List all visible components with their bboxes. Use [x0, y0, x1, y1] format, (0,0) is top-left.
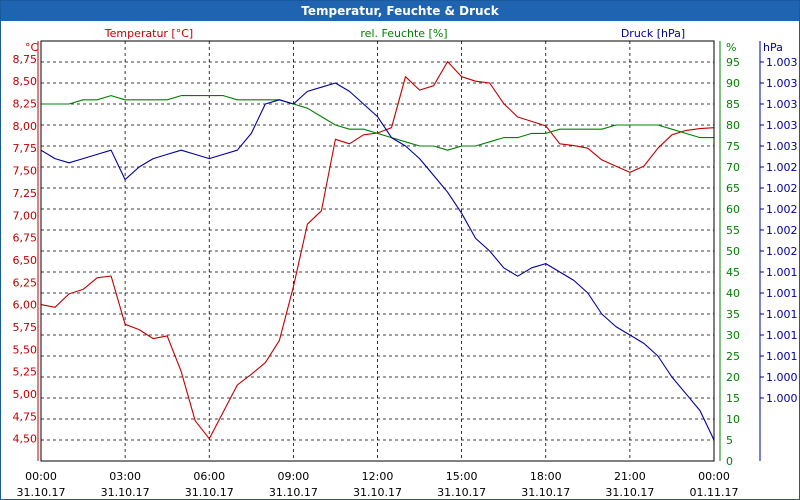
humidity-tick-label: 80: [726, 119, 740, 132]
pressure-tick-label: 1.001: [766, 308, 798, 321]
pressure-tick-label: 1.002: [766, 245, 798, 258]
pressure-tick-label: 1.003: [766, 119, 798, 132]
humidity-tick-label: 90: [726, 77, 740, 90]
pressure-tick-label: 1.003: [766, 77, 798, 90]
pressure-tick-label: 1.001: [766, 266, 798, 279]
pressure-tick-label: 1.000: [766, 392, 798, 405]
pressure-unit: hPa: [763, 41, 783, 54]
temperature-tick-label: 8,00: [13, 120, 38, 133]
x-tick-label-time: 09:00: [278, 470, 310, 483]
temperature-tick-label: 6,00: [13, 299, 38, 312]
temperature-tick-label: 8,25: [13, 98, 38, 111]
temperature-tick-label: 7,50: [13, 165, 38, 178]
pressure-tick-label: 1.003: [766, 98, 798, 111]
plot-frame: [40, 40, 715, 462]
x-tick-label-date: 31.10.17: [353, 486, 402, 499]
temperature-tick-label: 5,25: [13, 366, 38, 379]
humidity-tick-label: 45: [726, 266, 740, 279]
humidity-tick-label: 50: [726, 245, 740, 258]
x-tick-label-time: 06:00: [193, 470, 225, 483]
humidity-unit: %: [726, 41, 736, 54]
pressure-tick-label: 1.002: [766, 161, 798, 174]
pressure-tick-label: 1.002: [766, 224, 798, 237]
humidity-tick-label: 75: [726, 140, 740, 153]
x-tick-label-date: 31.10.17: [437, 486, 486, 499]
temperature-tick-label: 7,00: [13, 209, 38, 222]
temperature-tick-label: 7,75: [13, 142, 38, 155]
temperature-tick-label: 8,75: [13, 53, 38, 66]
humidity-tick-label: 5: [726, 434, 733, 447]
pressure-tick-label: 1.001: [766, 350, 798, 363]
humidity-tick-label: 0: [726, 455, 733, 468]
x-tick-label-time: 18:00: [530, 470, 562, 483]
temperature-tick-label: 8,50: [13, 75, 38, 88]
pressure-tick-label: 1.001: [766, 329, 798, 342]
temperature-tick-label: 5,50: [13, 343, 38, 356]
pressure-tick-label: 1.001: [766, 287, 798, 300]
x-tick-label-time: 21:00: [614, 470, 646, 483]
x-tick-label-date: 31.10.17: [17, 486, 66, 499]
x-tick-label-time: 00:00: [25, 470, 57, 483]
temperature-tick-label: 6,50: [13, 254, 38, 267]
x-tick-label-time: 03:00: [109, 470, 141, 483]
temperature-tick-label: 7,25: [13, 187, 38, 200]
window-title: Temperatur, Feuchte & Druck: [1, 1, 799, 21]
humidity-tick-label: 20: [726, 371, 740, 384]
humidity-tick-label: 85: [726, 98, 740, 111]
x-tick-label-date: 31.10.17: [185, 486, 234, 499]
humidity-tick-label: 35: [726, 308, 740, 321]
x-tick-label-date: 31.10.17: [101, 486, 150, 499]
pressure-tick-label: 1.003: [766, 56, 798, 69]
pressure-tick-label: 1.003: [766, 140, 798, 153]
humidity-tick-label: 25: [726, 350, 740, 363]
temperature-tick-label: 5,75: [13, 321, 38, 334]
humidity-tick-label: 65: [726, 182, 740, 195]
x-tick-label-time: 00:00: [698, 470, 730, 483]
x-tick-label-time: 15:00: [446, 470, 478, 483]
temperature-tick-label: 4,50: [13, 433, 38, 446]
temperature-unit: °C: [25, 41, 39, 54]
x-tick-label-date: 31.10.17: [521, 486, 570, 499]
chart-canvas: 00:00 31.10.17 03:00 31.10.17 06:00 31.10.17 0…: [13, 27, 798, 499]
grid: [41, 41, 714, 461]
x-tick-label-time: 12:00: [362, 470, 394, 483]
pressure-axis-label: Druck [hPa]: [621, 27, 685, 40]
pressure-tick-label: 1.002: [766, 182, 798, 195]
humidity-series-line: [41, 95, 714, 151]
pressure-tick-label: 1.000: [766, 371, 798, 384]
temperature-tick-label: 6,75: [13, 232, 38, 245]
x-tick-label-date: 01.11.17: [690, 486, 739, 499]
humidity-tick-label: 55: [726, 224, 740, 237]
humidity-axis-label: rel. Feuchte [%]: [360, 27, 447, 40]
x-tick-label-date: 31.10.17: [269, 486, 318, 499]
humidity-tick-label: 10: [726, 413, 740, 426]
pressure-tick-label: 1.002: [766, 203, 798, 216]
humidity-tick-label: 95: [726, 56, 740, 69]
humidity-tick-label: 30: [726, 329, 740, 342]
humidity-tick-label: 40: [726, 287, 740, 300]
humidity-tick-label: 60: [726, 203, 740, 216]
humidity-tick-label: 15: [726, 392, 740, 405]
series-layer: [40, 61, 715, 441]
humidity-tick-label: 70: [726, 161, 740, 174]
x-tick-label-date: 31.10.17: [605, 486, 654, 499]
temperature-tick-label: 5,00: [13, 388, 38, 401]
temperature-tick-label: 4,75: [13, 410, 38, 423]
axes-layer: 00:00 31.10.17 03:00 31.10.17 06:00 31.10.17 0…: [13, 41, 798, 499]
temperature-tick-label: 6,25: [13, 276, 38, 289]
temperature-axis-label: Temperatur [°C]: [104, 27, 193, 40]
pressure-series-line: [40, 82, 715, 441]
